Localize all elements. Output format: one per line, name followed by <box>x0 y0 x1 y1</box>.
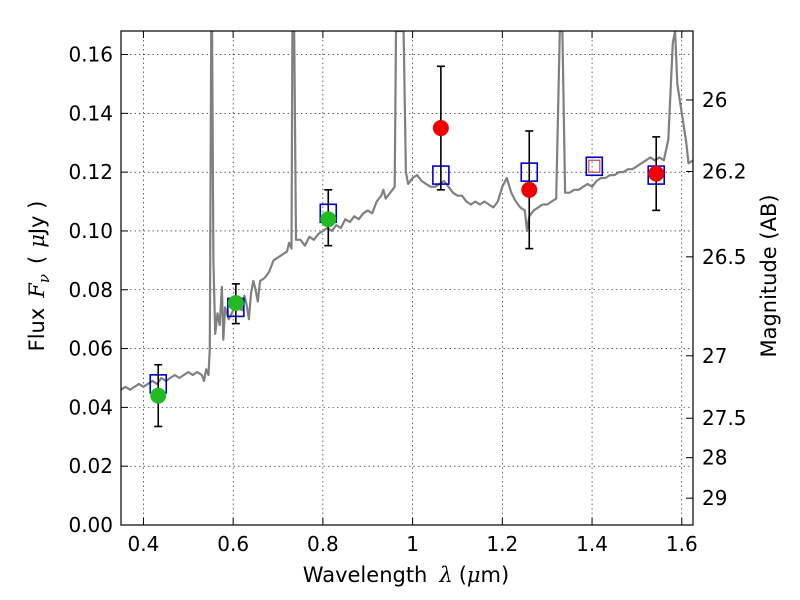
magnitude-tick-label: 27 <box>702 344 727 368</box>
magnitude-axis-label: Magnitude (AB) <box>757 194 781 357</box>
x-axis-label: Wavelength λ (μm) <box>303 563 509 587</box>
y-tick-label: 0.12 <box>68 160 113 184</box>
x-tick-label: 1 <box>406 532 419 556</box>
observed-data-point <box>320 211 337 228</box>
x-tick-label: 1.6 <box>666 532 698 556</box>
y-tick-label: 0.00 <box>68 513 113 537</box>
model-photometry-box <box>585 156 604 177</box>
y-tick-label: 0.02 <box>68 454 113 478</box>
magnitude-tick-label: 28 <box>702 446 727 470</box>
magnitude-tick-label: 26.5 <box>702 245 747 269</box>
x-tick-label: 1.4 <box>576 532 608 556</box>
x-tick-label: 0.4 <box>128 532 160 556</box>
observed-data-point <box>648 165 665 182</box>
y-tick-label: 0.08 <box>68 278 113 302</box>
x-tick-label: 0.6 <box>217 532 249 556</box>
plot-frame <box>120 30 694 526</box>
model-spectrum-line <box>121 31 693 391</box>
axis-ticks: 0.4 0.6 0.8 1 1.2 1.4 1.6 0.00 0.02 0.04 0.06 0.08 0… <box>68 31 747 556</box>
upper-limit-marker <box>588 159 601 173</box>
observed-data-point <box>150 387 167 404</box>
magnitude-tick-label: 26.2 <box>702 159 747 183</box>
magnitude-tick-label: 29 <box>702 486 727 510</box>
y-axis-label: FluxFν(μJy ) <box>25 201 53 352</box>
observed-data-point <box>227 294 244 311</box>
magnitude-tick-label: 26 <box>702 88 727 112</box>
magnitude-tick-label: 27.5 <box>702 406 747 430</box>
grid <box>121 31 693 526</box>
y-tick-label: 0.06 <box>68 337 113 361</box>
y-tick-label: 0.14 <box>68 101 113 125</box>
y-tick-label: 0.04 <box>68 395 113 419</box>
y-tick-label: 0.16 <box>68 43 113 67</box>
plot-area <box>121 31 693 428</box>
observed-data-point <box>432 120 449 137</box>
x-tick-label: 1.2 <box>486 532 518 556</box>
x-tick-label: 0.8 <box>307 532 339 556</box>
observed-data-point <box>521 181 538 198</box>
y-tick-label: 0.10 <box>68 219 113 243</box>
